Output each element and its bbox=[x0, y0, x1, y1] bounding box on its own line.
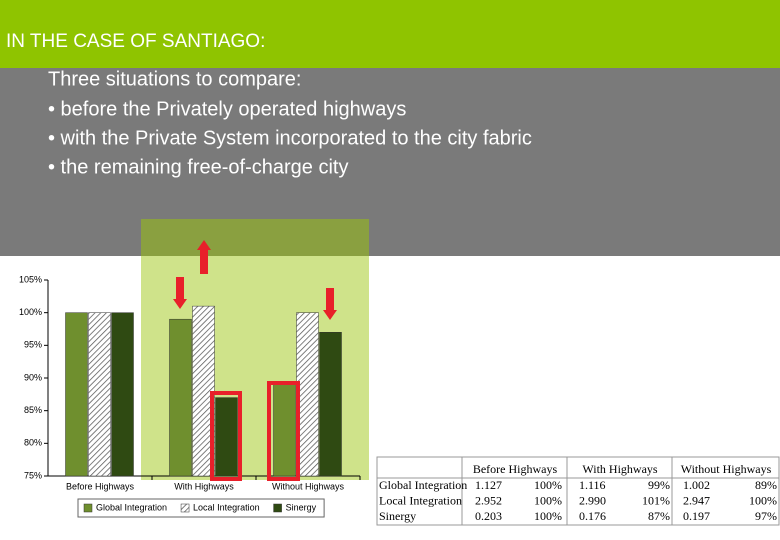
table-cell: 101% bbox=[642, 493, 670, 507]
y-tick-label: 100% bbox=[19, 307, 42, 317]
bar bbox=[169, 318, 192, 477]
arrow-down bbox=[323, 288, 337, 320]
bullet: • with the Private System incorporated t… bbox=[48, 127, 532, 149]
bullet-panel bbox=[0, 68, 780, 256]
data-table: Before Highways With Highways Without High… bbox=[376, 456, 780, 526]
bullet: Three situations to compare: bbox=[48, 68, 301, 90]
table-cell: 87% bbox=[648, 509, 670, 523]
table-header: Before Highways bbox=[473, 462, 558, 476]
table-frame bbox=[376, 456, 780, 526]
arrow-down bbox=[173, 277, 187, 309]
arrow-up bbox=[197, 240, 211, 274]
highlight-box bbox=[210, 391, 242, 481]
table-cell: 89% bbox=[755, 478, 777, 492]
table-cell: 2.990 bbox=[579, 493, 606, 507]
table-cell: 1.127 bbox=[475, 478, 502, 492]
table-cell: 100% bbox=[534, 478, 562, 492]
y-tick-label: 95% bbox=[24, 340, 42, 350]
table-cell: 2.947 bbox=[683, 493, 710, 507]
bar bbox=[88, 312, 111, 477]
table-cell: 97% bbox=[755, 509, 777, 523]
bar bbox=[111, 312, 134, 477]
highlight-box bbox=[267, 381, 300, 481]
bar bbox=[319, 332, 342, 477]
y-tick-label: 80% bbox=[24, 438, 42, 448]
table-cell: 2.952 bbox=[475, 493, 502, 507]
table-cell: 1.002 bbox=[683, 478, 710, 492]
legend-label: Sinergy bbox=[286, 502, 317, 512]
legend-label: Local Integration bbox=[193, 502, 260, 512]
table-cell: 0.197 bbox=[683, 509, 710, 523]
x-tick-label: Without Highways bbox=[272, 481, 345, 491]
table-cell: 100% bbox=[534, 493, 562, 507]
bar bbox=[215, 397, 238, 477]
table-header: With Highways bbox=[582, 462, 658, 476]
highlight-top bbox=[141, 219, 369, 256]
x-tick-label: Before Highways bbox=[66, 481, 135, 491]
y-tick-label: 75% bbox=[24, 470, 42, 480]
legend-swatch bbox=[83, 503, 93, 513]
y-tick-label: 85% bbox=[24, 405, 42, 415]
bar bbox=[273, 384, 296, 477]
table-cell: 100% bbox=[749, 493, 777, 507]
table-cell: 99% bbox=[648, 478, 670, 492]
table-cell: Global Integration bbox=[379, 478, 467, 492]
chart: 75% 80% 85% 90% 95% 100% 105% Before Highways Wi… bbox=[19, 274, 361, 518]
slide-title: IN THE CASE OF SANTIAGO: bbox=[6, 31, 265, 52]
table-cell: 0.176 bbox=[579, 509, 606, 523]
header-bar bbox=[0, 0, 780, 68]
table-cell: 100% bbox=[534, 509, 562, 523]
legend-swatch bbox=[273, 503, 282, 513]
table-cell: 0.203 bbox=[475, 509, 502, 523]
table-cell: Sinergy bbox=[379, 509, 416, 523]
bullet: • the remaining free-of-charge city bbox=[48, 156, 348, 178]
table-header: Without Highways bbox=[681, 462, 772, 476]
legend-frame bbox=[77, 498, 325, 518]
annotations bbox=[173, 240, 337, 481]
y-tick-label: 105% bbox=[19, 274, 42, 284]
bullet: • before the Privately operated highways bbox=[48, 98, 406, 120]
bar bbox=[65, 312, 88, 477]
x-tick-label: With Highways bbox=[174, 481, 234, 491]
legend-swatch bbox=[180, 503, 190, 513]
table-cell: Local Integration bbox=[379, 493, 462, 507]
y-tick-label: 90% bbox=[24, 372, 42, 382]
legend-label: Global Integration bbox=[96, 502, 167, 512]
table-cell: 1.116 bbox=[579, 478, 606, 492]
